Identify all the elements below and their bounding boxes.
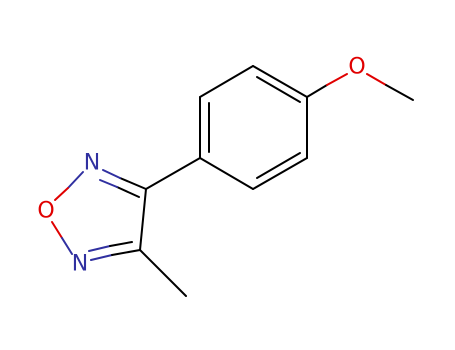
bond (90, 254, 113, 261)
atom-label: N (72, 252, 88, 277)
atom-label: N (84, 151, 100, 176)
bond (256, 152, 301, 179)
bond (99, 179, 118, 188)
bond (385, 84, 414, 101)
bond (199, 157, 254, 190)
bond (111, 249, 141, 256)
bond (252, 157, 308, 190)
bond (199, 65, 254, 98)
bond (366, 73, 387, 86)
bond (119, 177, 147, 190)
bond (145, 157, 201, 190)
bond (116, 186, 140, 198)
bonds (51, 65, 414, 297)
bond (256, 76, 301, 103)
bond (109, 241, 133, 247)
bond (54, 187, 69, 201)
bond (139, 188, 147, 251)
bond (306, 84, 328, 98)
atom-label: O (37, 199, 54, 224)
bond (51, 221, 63, 239)
bond (88, 245, 111, 252)
atom-label: O (348, 55, 365, 80)
bond (326, 73, 348, 86)
bond (67, 171, 84, 189)
bond (102, 169, 121, 179)
bond (139, 249, 187, 297)
bond (252, 65, 308, 98)
bond (61, 237, 73, 255)
